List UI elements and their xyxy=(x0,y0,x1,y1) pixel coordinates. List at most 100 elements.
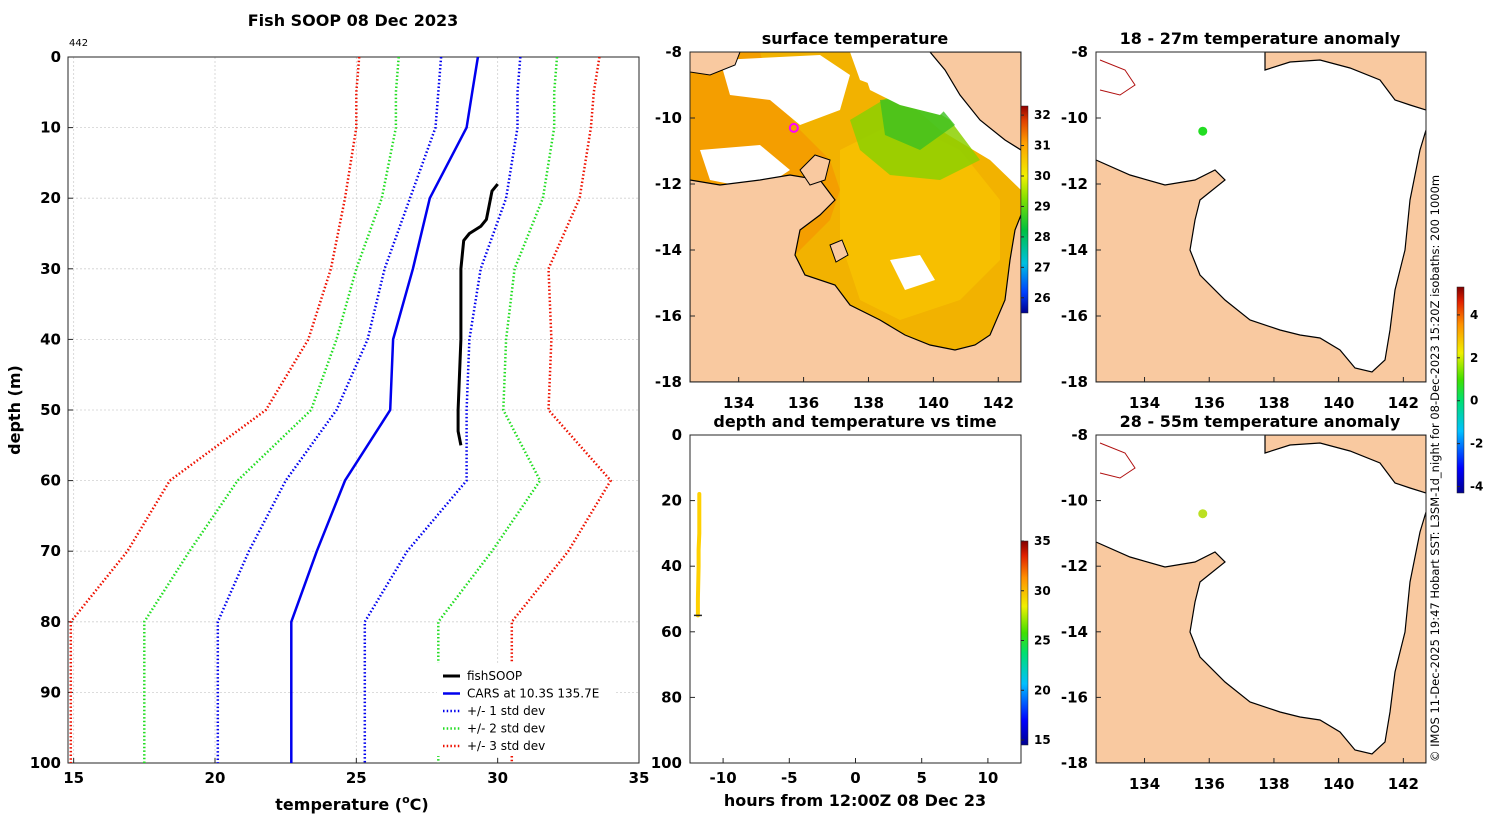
profile-series-line xyxy=(69,57,361,763)
profile-legend-label: CARS at 10.3S 135.7E xyxy=(467,687,599,701)
timeseries-ytick-label: 60 xyxy=(661,623,682,641)
colorbar-tick-label: 28 xyxy=(1034,230,1051,244)
sst-map-body xyxy=(690,52,1021,382)
map-xtick-label: 136 xyxy=(1194,394,1225,412)
sst-colorbar-ticks: 26 27 28 29 30 31 32 xyxy=(1021,108,1051,305)
map-ytick-label: -16 xyxy=(1061,688,1088,706)
profile-xtick-label: 30 xyxy=(487,769,508,787)
anomaly-colorbar xyxy=(1456,286,1465,494)
profile-xtick-label: 25 xyxy=(346,769,367,787)
colorbar-tick-label: 30 xyxy=(1034,169,1051,183)
map-ytick-label: -10 xyxy=(1061,492,1088,510)
anomaly2-axes-frame xyxy=(1095,434,1427,764)
profile-legend-label: +/- 2 std dev xyxy=(467,722,545,736)
timeseries-ytick-label: 100 xyxy=(651,754,682,772)
profile-series xyxy=(69,57,612,763)
profile-xtick-label: 35 xyxy=(629,769,650,787)
map-xtick-label: 140 xyxy=(1323,775,1354,793)
map-ytick-label: -12 xyxy=(655,175,682,193)
anomaly-colorbar-ticks: -4 -2 0 2 4 xyxy=(1457,308,1483,494)
colorbar-tick-label: 35 xyxy=(1034,534,1051,548)
sst-land-north xyxy=(929,52,1021,151)
sst-panel: surface temperature 134 136 138 140 142 -8 -10… xyxy=(655,29,1051,412)
timeseries-xtick-label: 10 xyxy=(977,769,998,787)
sst-land-island xyxy=(690,52,741,76)
map-ytick-label: -10 xyxy=(655,109,682,127)
map-xtick-label: 134 xyxy=(1129,394,1160,412)
sst-colorbar xyxy=(1020,105,1029,314)
profile-ytick-label: 60 xyxy=(40,472,61,490)
profile-series-line xyxy=(216,57,443,763)
anomaly1-isobath xyxy=(1099,59,1136,96)
map-ytick-label: -16 xyxy=(655,307,682,325)
anomaly-colorbar-group: -4 -2 0 2 4 xyxy=(1456,286,1483,494)
timeseries-xtick-label: 5 xyxy=(916,769,926,787)
profile-corner-label: 442 xyxy=(69,38,88,49)
anomaly1-axes-frame xyxy=(1095,51,1427,383)
colorbar-tick-label: 0 xyxy=(1470,394,1478,408)
profile-ytick-label: 20 xyxy=(40,189,61,207)
timeseries-xtick-label: 0 xyxy=(850,769,860,787)
map-ytick-label: -14 xyxy=(1061,623,1088,641)
timeseries-xtick-label: -5 xyxy=(781,769,798,787)
colorbar-tick-label: 32 xyxy=(1034,108,1051,122)
timeseries-trace xyxy=(695,492,702,618)
timeseries-ytick-label: 40 xyxy=(661,557,682,575)
timeseries-xlabel: hours from 12:00Z 08 Dec 23 xyxy=(724,791,986,810)
profile-xtick-label: 15 xyxy=(63,769,84,787)
map-ytick-label: -14 xyxy=(655,241,682,259)
map-ytick-label: -14 xyxy=(1061,241,1088,259)
colorbar-tick-label: 2 xyxy=(1470,351,1478,365)
map-ytick-label: -16 xyxy=(1061,307,1088,325)
profile-ytick-label: 50 xyxy=(40,401,61,419)
anomaly1-title: 18 - 27m temperature anomaly xyxy=(1120,29,1401,48)
timeseries-colorbar xyxy=(1020,540,1029,746)
map-xtick-label: 138 xyxy=(1258,394,1289,412)
anomaly2-land-mainland xyxy=(1096,511,1426,763)
sst-location-marker xyxy=(788,122,799,133)
profile-xtick-label: 20 xyxy=(205,769,226,787)
map-ytick-label: -12 xyxy=(1061,557,1088,575)
map-ytick-label: -8 xyxy=(1071,43,1088,61)
anomaly1-ticks: 134 136 138 140 142 -8 -10 -12 -14 -16 -18 xyxy=(1061,43,1419,412)
colorbar-tick-label: 30 xyxy=(1034,584,1051,598)
anomaly2-map-body xyxy=(1096,435,1426,763)
anomaly1-data-point xyxy=(1198,126,1208,136)
map-xtick-label: 140 xyxy=(1323,394,1354,412)
map-ytick-label: -8 xyxy=(665,43,682,61)
map-xtick-label: 142 xyxy=(983,394,1014,412)
colorbar-tick-label: 20 xyxy=(1034,683,1051,697)
profile-ylabel: depth (m) xyxy=(5,365,24,455)
anomaly2-data-point xyxy=(1198,509,1208,519)
timeseries-ytick-label: 20 xyxy=(661,492,682,510)
colorbar-tick-label: 4 xyxy=(1470,308,1478,322)
timeseries-axes-frame xyxy=(689,434,1022,764)
profile-ytick-label: 70 xyxy=(40,542,61,560)
credit-text: © IMOS 11-Dec-2025 19:47 Hobart SST: L3S… xyxy=(1428,175,1442,762)
map-xtick-label: 142 xyxy=(1388,394,1419,412)
sst-title: surface temperature xyxy=(762,29,949,48)
timeseries-title: depth and temperature vs time xyxy=(713,412,996,431)
profile-ytick-label: 40 xyxy=(40,330,61,348)
anomaly2-isobath xyxy=(1099,442,1136,479)
timeseries-points xyxy=(693,492,702,618)
colorbar-tick-label: 29 xyxy=(1034,199,1051,213)
map-ytick-label: -18 xyxy=(1061,373,1088,391)
timeseries-colorbar-ticks: 15 20 25 30 35 xyxy=(1021,534,1051,747)
anomaly1-map-body xyxy=(1096,52,1426,382)
map-xtick-label: 142 xyxy=(1388,775,1419,793)
timeseries-xtick-label: -10 xyxy=(710,769,737,787)
colorbar-tick-label: 31 xyxy=(1034,139,1051,153)
map-xtick-label: 136 xyxy=(1194,775,1225,793)
profile-legend: fishSOOP CARS at 10.3S 135.7E +/- 1 std de… xyxy=(437,663,615,756)
timeseries-ytick-label: 0 xyxy=(672,426,682,444)
colorbar-tick-label: -2 xyxy=(1470,437,1483,451)
sst-cloud-gap xyxy=(860,60,960,115)
colorbar-tick-label: 15 xyxy=(1034,733,1051,747)
sst-land-island xyxy=(799,154,831,186)
profile-ytick-label: 90 xyxy=(40,683,61,701)
map-xtick-label: 138 xyxy=(853,394,884,412)
profile-series-line xyxy=(290,57,480,763)
map-ytick-label: -12 xyxy=(1061,175,1088,193)
